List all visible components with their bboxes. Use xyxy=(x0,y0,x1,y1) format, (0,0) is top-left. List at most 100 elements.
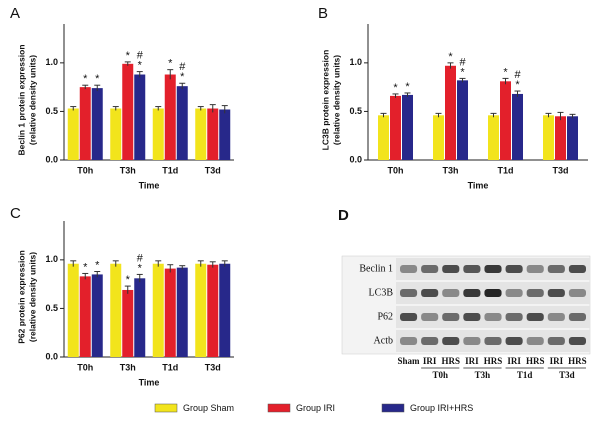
bar xyxy=(219,109,231,160)
bar xyxy=(176,267,188,357)
significance-mark: * xyxy=(83,261,88,273)
bar xyxy=(164,268,176,357)
y-tick-label: 1.0 xyxy=(349,57,362,67)
bar xyxy=(433,115,444,160)
x-tick-label: T3d xyxy=(205,165,221,175)
bar xyxy=(110,108,122,160)
blot-row-label: Beclin 1 xyxy=(359,263,393,274)
lane-label: IRI xyxy=(507,356,521,366)
legend-label: Group IRI xyxy=(296,403,335,413)
significance-mark: * xyxy=(503,66,508,78)
x-tick-label: T0h xyxy=(77,165,93,175)
y-tick-label: 0.5 xyxy=(349,106,362,116)
x-tick-label: T3h xyxy=(120,165,136,175)
blot-band xyxy=(484,313,502,321)
blot-band xyxy=(442,337,460,345)
blot-band xyxy=(421,313,439,321)
blot-band xyxy=(505,265,523,273)
bar xyxy=(543,115,554,160)
bar xyxy=(164,74,176,160)
significance-mark: * xyxy=(95,73,100,85)
bar xyxy=(134,278,146,357)
bar xyxy=(207,264,219,357)
y-tick-label: 1.0 xyxy=(45,57,58,67)
legend-swatch xyxy=(267,403,291,413)
group-label: T1d xyxy=(517,370,533,380)
blot-band xyxy=(505,337,523,345)
blot-band xyxy=(442,289,460,297)
x-tick-label: T1d xyxy=(497,165,513,175)
bar xyxy=(91,88,103,160)
blot-band xyxy=(463,337,481,345)
blot-band xyxy=(547,289,565,297)
blot-band xyxy=(547,337,565,345)
significance-mark: * xyxy=(448,51,453,63)
significance-mark: # xyxy=(514,69,521,81)
blot-band xyxy=(463,289,481,297)
panel-label: D xyxy=(338,207,349,224)
blot-band xyxy=(505,289,523,297)
panel-label: C xyxy=(10,205,21,222)
bar xyxy=(122,63,134,161)
bar xyxy=(207,108,219,160)
x-tick-label: T1d xyxy=(162,362,178,372)
legend-label: Group IRI+HRS xyxy=(410,403,473,413)
significance-mark: * xyxy=(83,73,88,85)
y-axis-label: Beclin 1 protein expression xyxy=(16,44,26,155)
bar xyxy=(67,263,79,357)
blot-band xyxy=(421,265,439,273)
bar xyxy=(219,263,231,357)
blot-band xyxy=(568,313,586,321)
bar xyxy=(445,65,456,160)
blot-band xyxy=(400,313,418,321)
y-tick-label: 0.0 xyxy=(45,351,58,361)
significance-mark: * xyxy=(126,274,131,286)
y-tick-label: 1.0 xyxy=(45,254,58,264)
y-axis-label: LC3B protein expression xyxy=(320,50,330,151)
y-tick-label: 0.5 xyxy=(45,303,58,313)
lane-label: HRS xyxy=(526,356,545,366)
blot-band xyxy=(442,265,460,273)
x-axis-label: Time xyxy=(139,377,160,387)
bar xyxy=(67,108,79,160)
bar xyxy=(500,81,511,160)
significance-mark: # xyxy=(137,50,144,62)
x-tick-label: T3h xyxy=(120,362,136,372)
blot-band xyxy=(400,265,418,273)
significance-mark: # xyxy=(459,56,466,68)
bar xyxy=(512,93,523,160)
group-label: T3h xyxy=(475,370,491,380)
significance-mark: * xyxy=(95,259,100,271)
blot-row-label: Actb xyxy=(374,335,393,346)
significance-mark: * xyxy=(405,81,410,93)
blot-band xyxy=(400,337,418,345)
blot-row-label: LC3B xyxy=(369,287,394,298)
blot-band xyxy=(400,289,418,297)
y-tick-label: 0.0 xyxy=(349,154,362,164)
y-axis-label: P62 protein expression xyxy=(16,250,26,344)
legend-swatch xyxy=(154,403,178,413)
bar xyxy=(152,263,164,357)
y-axis-label: (relative density units) xyxy=(27,252,37,342)
x-tick-label: T3h xyxy=(442,165,458,175)
blot-band xyxy=(463,265,481,273)
blot-band xyxy=(463,313,481,321)
group-label: T3d xyxy=(559,370,575,380)
blot-row-label: P62 xyxy=(377,311,393,322)
blot-band xyxy=(547,265,565,273)
lane-label: Sham xyxy=(398,356,421,366)
significance-mark: * xyxy=(515,79,520,91)
bar xyxy=(122,289,134,357)
lane-label: HRS xyxy=(568,356,587,366)
blot-band xyxy=(484,337,502,345)
blot-band xyxy=(442,313,460,321)
significance-mark: * xyxy=(138,60,143,72)
y-tick-label: 0.0 xyxy=(45,154,58,164)
significance-mark: * xyxy=(460,66,465,78)
bar xyxy=(134,74,146,160)
panel-label: B xyxy=(318,5,328,22)
blot-band xyxy=(568,337,586,345)
significance-mark: * xyxy=(180,71,185,83)
x-tick-label: T1d xyxy=(162,165,178,175)
